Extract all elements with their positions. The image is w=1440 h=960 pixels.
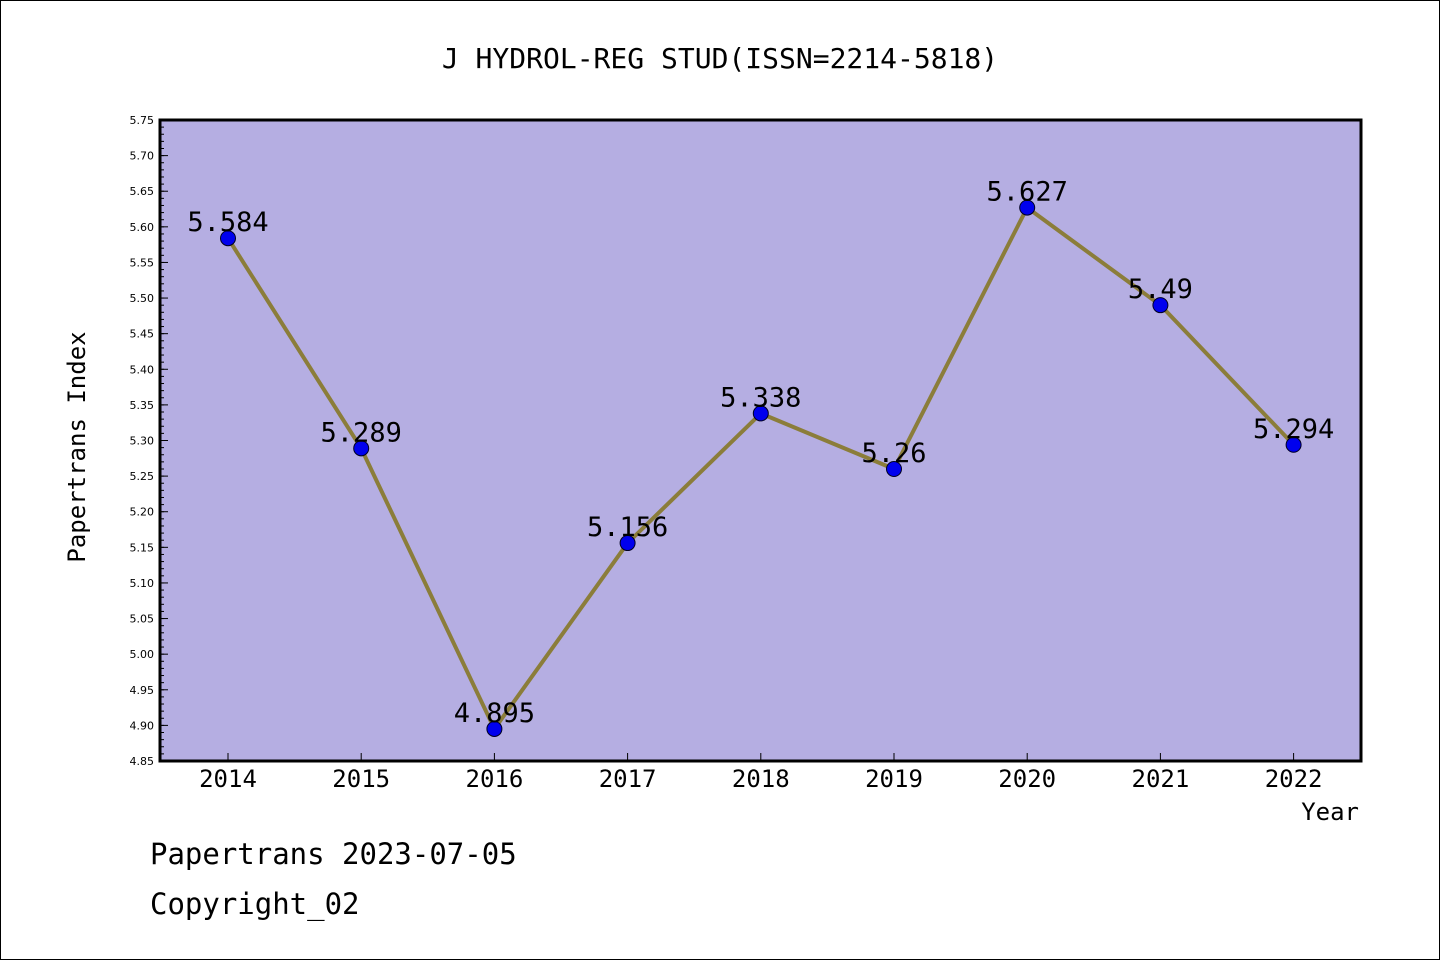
y-tick-label: 5.15 — [130, 541, 155, 554]
data-point-2017 — [619, 535, 636, 552]
y-tick-label: 5.45 — [130, 328, 155, 341]
data-label-2015: 5.289 — [321, 417, 402, 448]
y-tick-label: 5.50 — [130, 292, 155, 305]
y-tick-label: 5.30 — [130, 435, 155, 448]
data-label-2018: 5.338 — [720, 382, 801, 413]
y-tick-label: 5.70 — [130, 150, 155, 163]
x-tick-label: 2019 — [865, 765, 923, 793]
x-tick-label: 2016 — [466, 765, 524, 793]
data-point-2014 — [220, 230, 236, 247]
data-point-2016 — [486, 720, 503, 737]
y-axis: 4.85 4.90 4.95 5.00 5.05 5.10 5.15 5.20 5.25 5.30… — [130, 114, 168, 768]
x-axis-label: Year — [1301, 798, 1359, 826]
y-axis-label: Papertrans Index — [63, 331, 91, 562]
footer-copyright: Copyright_02 — [150, 887, 360, 922]
y-tick-label: 4.95 — [130, 684, 155, 697]
data-labels: 5.584 5.289 4.895 5.156 5.338 5.26 5.627 5.49 5.… — [187, 177, 1334, 729]
chart-title: J HYDROL-REG STUD(ISSN=2214-5818) — [442, 42, 998, 75]
data-point-2020 — [1019, 199, 1036, 216]
data-label-2016: 4.895 — [454, 698, 535, 729]
x-tick-label: 2015 — [332, 765, 390, 793]
y-tick-label: 5.65 — [130, 185, 155, 198]
y-tick-label: 5.25 — [130, 470, 155, 483]
data-label-2019: 5.26 — [861, 438, 926, 469]
data-point-2015 — [353, 440, 370, 457]
y-tick-label: 4.85 — [130, 755, 155, 768]
y-tick-label: 5.10 — [130, 577, 155, 590]
data-label-2014: 5.584 — [187, 207, 268, 238]
data-point-2019 — [886, 460, 902, 477]
data-label-2017: 5.156 — [587, 512, 668, 543]
data-point-2022 — [1285, 436, 1302, 453]
data-label-2020: 5.627 — [987, 177, 1068, 208]
y-tick-label: 5.40 — [130, 363, 155, 376]
data-label-2021: 5.49 — [1128, 274, 1193, 305]
y-tick-label: 5.20 — [130, 506, 155, 519]
x-tick-label: 2021 — [1132, 765, 1190, 793]
data-point-2018 — [752, 405, 769, 422]
x-tick-label: 2017 — [599, 765, 657, 793]
data-label-2022: 5.294 — [1253, 414, 1334, 445]
x-axis: 2014 2015 2016 2017 2018 2019 2020 2021 2022 — [199, 753, 1322, 793]
y-tick-label: 5.00 — [130, 648, 155, 661]
footer-date: Papertrans 2023-07-05 — [150, 837, 517, 871]
y-tick-label: 5.75 — [130, 114, 155, 127]
y-tick-label: 5.35 — [130, 399, 155, 412]
x-tick-label: 2020 — [998, 765, 1056, 793]
x-tick-label: 2014 — [199, 765, 257, 793]
y-tick-label: 5.60 — [130, 221, 155, 234]
data-point-2021 — [1152, 297, 1169, 314]
y-tick-label: 5.55 — [130, 256, 155, 269]
y-tick-label: 4.90 — [130, 719, 155, 732]
x-tick-label: 2022 — [1265, 765, 1323, 793]
y-tick-label: 5.05 — [130, 613, 155, 626]
series-line — [220, 199, 1302, 737]
x-tick-label: 2018 — [732, 765, 790, 793]
